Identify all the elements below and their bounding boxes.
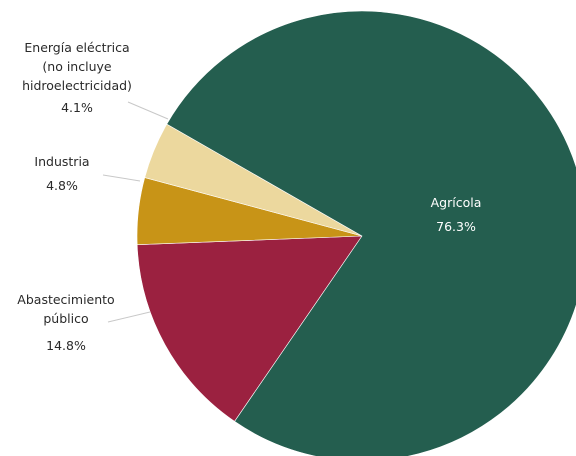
pie-slice-abastecimiento-publico (136, 235, 363, 422)
leader-lines (102, 101, 169, 323)
slice-value-agricola: 76.3% (436, 219, 476, 234)
slice-value-abastecimiento-publico: 14.8% (46, 338, 86, 353)
slice-label-abastecimiento-publico-line-1: Abastecimiento (17, 292, 114, 307)
labels-layer: Agrícola 76.3% Energía eléctrica (no incluy… (17, 40, 481, 353)
slice-label-energia-electrica-no-incluye-hidroelectricidad-line-1: Energía eléctrica (24, 40, 129, 55)
pie-slice-agricola (166, 10, 576, 456)
leader-industria (102, 174, 141, 182)
leader-energia-electrica-no-incluye-hidroelectricidad (127, 101, 169, 120)
slice-label-industria: Industria (34, 154, 89, 169)
slices-layer (136, 10, 576, 456)
slice-label-energia-electrica-no-incluye-hidroelectricidad-line-3: hidroelectricidad) (22, 78, 132, 93)
slice-label-abastecimiento-publico-line-2: público (43, 311, 88, 326)
slice-label-energia-electrica-no-incluye-hidroelectricidad-line-2: (no incluye (42, 59, 111, 74)
leader-abastecimiento-publico (107, 311, 151, 323)
slice-value-energia-electrica-no-incluye-hidroelectricidad: 4.1% (61, 100, 93, 115)
slice-label-agricola: Agrícola (431, 195, 482, 210)
slice-value-industria: 4.8% (46, 178, 78, 193)
